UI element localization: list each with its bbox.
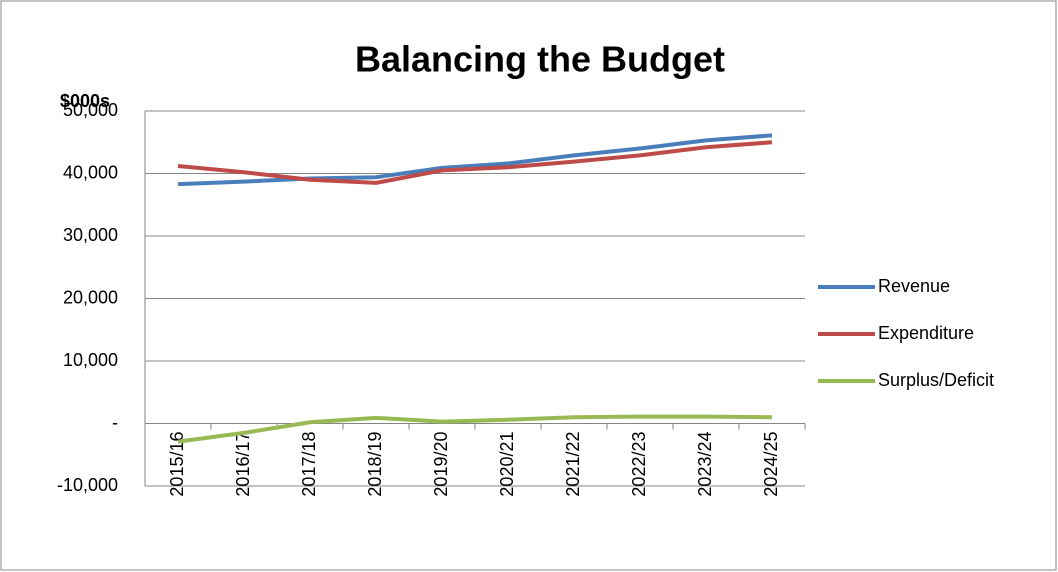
legend-label: Surplus/Deficit: [878, 370, 994, 390]
x-tick-label: 2016/17: [233, 432, 253, 497]
chart-title: Balancing the Budget: [355, 39, 725, 80]
y-tick-label: -10,000: [57, 475, 118, 495]
x-tick-label: 2021/22: [563, 432, 583, 497]
y-tick-label: 30,000: [63, 225, 118, 245]
x-tick-label: 2018/19: [365, 432, 385, 497]
y-tick-label: 50,000: [63, 100, 118, 120]
y-axis-label: $000s: [60, 91, 110, 111]
x-tick-label: 2020/21: [497, 432, 517, 497]
x-tick-label: 2024/25: [761, 432, 781, 497]
series-line: [177, 140, 773, 185]
y-tick-label: -: [112, 412, 118, 432]
series-line: [177, 414, 773, 444]
y-tick-label: 20,000: [63, 287, 118, 307]
x-tick-label: 2023/24: [695, 432, 715, 497]
x-tick-label: 2017/18: [299, 432, 319, 497]
y-tick-label: 10,000: [63, 350, 118, 370]
x-tick-label: 2022/23: [629, 432, 649, 497]
legend-label: Expenditure: [878, 323, 974, 343]
x-tick-label: 2019/20: [431, 432, 451, 497]
series-line: [177, 133, 773, 187]
legend-label: Revenue: [878, 276, 950, 296]
y-tick-label: 40,000: [63, 162, 118, 182]
x-tick-label: 2015/16: [167, 432, 187, 497]
